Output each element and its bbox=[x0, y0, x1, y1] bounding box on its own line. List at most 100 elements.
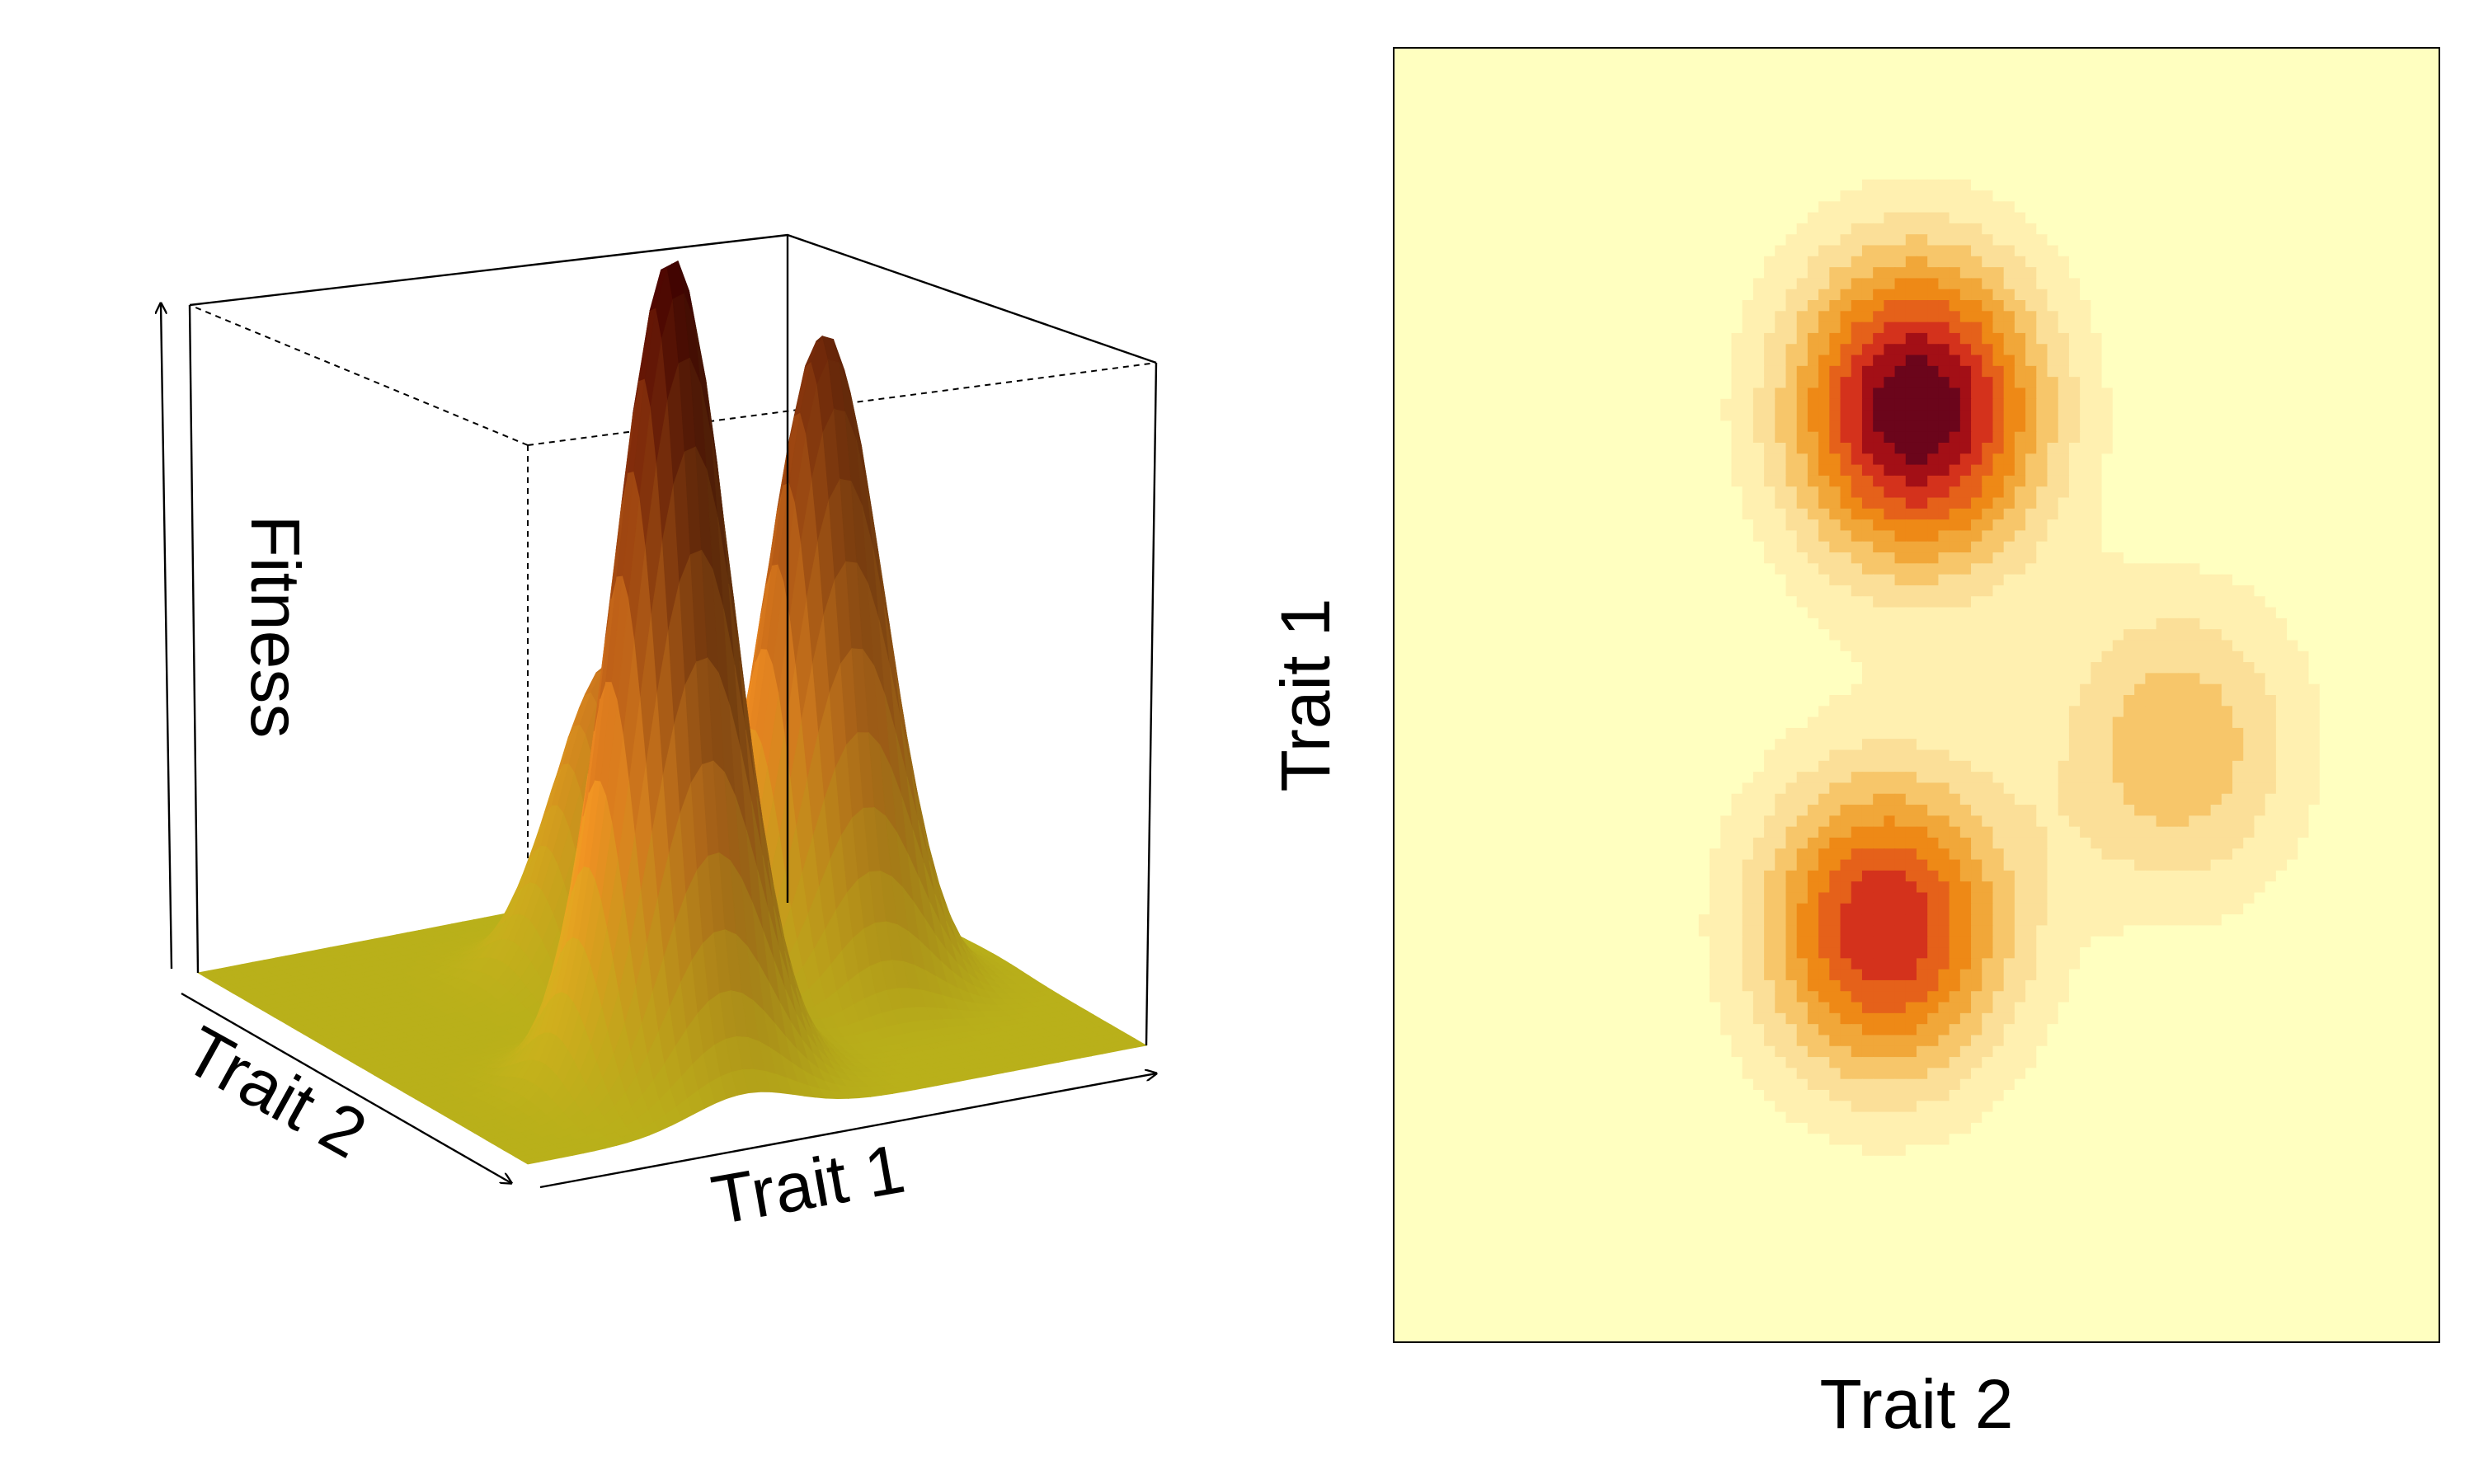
heatmap-cell bbox=[1491, 113, 1503, 125]
heatmap-cell bbox=[1578, 201, 1591, 214]
heatmap-cell bbox=[2243, 146, 2255, 158]
heatmap-cell bbox=[1840, 201, 1852, 214]
heatmap-cell bbox=[2341, 168, 2354, 181]
heatmap-cell bbox=[1807, 223, 1819, 235]
heatmap-cell bbox=[1959, 135, 1972, 148]
heatmap-cell bbox=[2178, 223, 2189, 235]
heatmap-cell bbox=[1513, 179, 1526, 191]
heatmap-cell bbox=[1633, 168, 1645, 181]
heatmap-cell bbox=[1415, 48, 1427, 60]
heatmap-cell bbox=[1698, 113, 1710, 125]
heatmap-cell bbox=[1557, 212, 1569, 224]
heatmap-cell bbox=[2199, 92, 2212, 104]
heatmap-cell bbox=[2287, 179, 2298, 191]
heatmap-cell bbox=[1710, 223, 1721, 235]
heatmap-cell bbox=[1545, 135, 1558, 148]
heatmap-cell bbox=[2352, 113, 2364, 125]
heatmap-cell bbox=[2189, 179, 2201, 191]
heatmap-cell bbox=[2352, 190, 2364, 202]
heatmap-cell bbox=[1818, 168, 1831, 181]
heatmap-cell bbox=[1894, 201, 1907, 214]
heatmap-cell bbox=[2101, 113, 2114, 125]
heatmap-cell bbox=[2112, 59, 2124, 71]
heatmap-cell bbox=[2341, 234, 2354, 247]
heatmap-cell bbox=[1840, 48, 1852, 60]
heatmap-cell bbox=[1394, 168, 1405, 181]
heatmap-cell bbox=[2058, 113, 2070, 125]
heatmap-cell bbox=[2319, 190, 2331, 202]
heatmap-cell bbox=[2308, 48, 2321, 60]
heatmap-cell bbox=[2275, 59, 2288, 71]
heatmap-cell bbox=[1861, 245, 1874, 257]
heatmap-cell bbox=[1982, 190, 1994, 202]
heatmap-cell bbox=[2265, 212, 2277, 224]
heatmap-cell bbox=[1884, 212, 1896, 224]
heatmap-cell bbox=[1927, 124, 1940, 137]
heatmap-cell bbox=[2352, 124, 2364, 137]
heatmap-cell bbox=[2265, 223, 2277, 235]
heatmap-cell bbox=[1927, 201, 1940, 214]
heatmap-cell bbox=[1851, 245, 1863, 257]
heatmap-cell bbox=[1666, 146, 1678, 158]
heatmap-cell bbox=[1873, 146, 1885, 158]
heatmap-cell bbox=[2047, 190, 2059, 202]
heatmap-cell bbox=[1982, 135, 1994, 148]
heatmap-cell bbox=[1394, 190, 1405, 202]
heatmap-cell bbox=[1524, 113, 1536, 125]
heatmap-cell bbox=[1851, 124, 1863, 137]
heatmap-cell bbox=[2112, 102, 2124, 115]
heatmap-cell bbox=[2036, 190, 2048, 202]
heatmap-cell bbox=[2254, 234, 2266, 247]
heatmap-cell bbox=[1992, 245, 2005, 257]
heatmap-cell bbox=[1785, 190, 1798, 202]
heatmap-cell bbox=[2123, 92, 2135, 104]
heatmap-cell bbox=[2428, 234, 2440, 247]
heatmap-cell bbox=[2134, 102, 2147, 115]
heatmap-cell bbox=[2384, 157, 2396, 170]
heatmap-cell bbox=[1992, 168, 2005, 181]
heatmap-cell bbox=[2373, 59, 2386, 71]
heatmap-cell bbox=[1578, 168, 1591, 181]
heatmap-cell bbox=[2275, 223, 2288, 235]
heatmap-cell bbox=[1633, 102, 1645, 115]
heatmap-cell bbox=[2091, 212, 2103, 224]
heatmap-cell bbox=[1611, 234, 1624, 247]
heatmap-cell bbox=[1796, 48, 1808, 60]
heatmap-cell bbox=[1873, 59, 1885, 71]
heatmap-cell bbox=[1545, 102, 1558, 115]
heatmap-cell bbox=[2417, 201, 2429, 214]
heatmap-cell bbox=[2428, 102, 2440, 115]
heatmap-cell bbox=[1687, 245, 1700, 257]
heatmap-cell bbox=[2134, 234, 2147, 247]
heatmap-cell bbox=[2003, 48, 2015, 60]
heatmap-cell bbox=[1622, 245, 1634, 257]
heatmap-cell bbox=[1394, 48, 1405, 60]
heatmap-cell bbox=[1589, 124, 1602, 137]
heatmap-cell bbox=[1578, 179, 1591, 191]
heatmap-cell bbox=[2275, 146, 2288, 158]
heatmap-cell bbox=[2091, 59, 2103, 71]
heatmap-cell bbox=[1894, 223, 1907, 235]
heatmap-cell bbox=[1568, 179, 1580, 191]
heatmap-cell bbox=[1404, 234, 1417, 247]
heatmap-cell bbox=[2189, 146, 2201, 158]
heatmap-cell bbox=[2265, 102, 2277, 115]
heatmap-cell bbox=[2319, 168, 2331, 181]
heatmap-cell bbox=[2210, 201, 2222, 214]
heatmap-cell bbox=[1905, 168, 1917, 181]
heatmap-cell bbox=[2058, 80, 2070, 92]
heatmap-cell bbox=[2156, 234, 2168, 247]
heatmap-cell bbox=[1764, 201, 1776, 214]
heatmap-cell bbox=[2003, 223, 2015, 235]
heatmap-cell bbox=[1503, 157, 1514, 170]
heatmap-cell bbox=[1503, 190, 1514, 202]
heatmap-cell bbox=[1992, 135, 2005, 148]
heatmap-cell bbox=[1840, 124, 1852, 137]
heatmap-cell bbox=[1557, 201, 1569, 214]
heatmap-cell bbox=[1775, 179, 1787, 191]
heatmap-cell bbox=[2298, 201, 2310, 214]
heatmap-cell bbox=[2156, 146, 2168, 158]
heatmap-cell bbox=[2275, 124, 2288, 137]
heatmap-cell bbox=[1491, 48, 1503, 60]
heatmap-cell bbox=[2036, 157, 2048, 170]
